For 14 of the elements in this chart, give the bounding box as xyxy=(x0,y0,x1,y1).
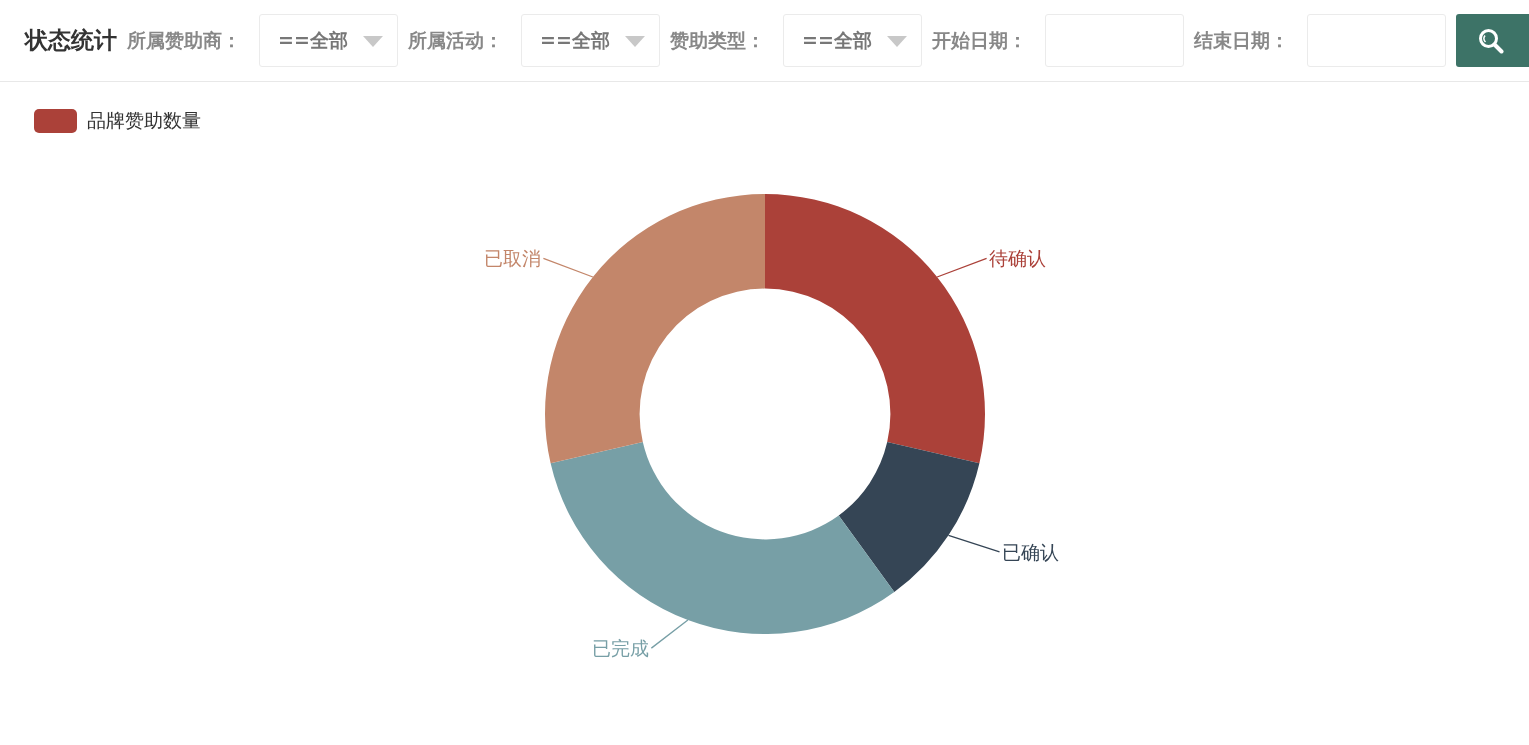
dropdown: ==全部 xyxy=(259,14,398,67)
chart-title: 状态统计 xyxy=(25,26,117,55)
legend-label: 品牌赞助数量 xyxy=(87,108,201,133)
dropdown: ==全部 xyxy=(521,14,660,67)
dropdown: ==全部 xyxy=(783,14,922,67)
slice-label: 待确认 xyxy=(989,247,1046,269)
text: 开始日期： xyxy=(932,27,1027,53)
text: 所属赞助商： xyxy=(127,27,241,53)
text: 所属活动： xyxy=(408,27,503,53)
slice-label: 已完成 xyxy=(592,637,649,659)
text: 结束日期： xyxy=(1194,27,1289,53)
slice-label: 已确认 xyxy=(1002,541,1059,563)
slice-label: 已取消 xyxy=(484,247,541,269)
text: 赞助类型： xyxy=(670,27,765,53)
